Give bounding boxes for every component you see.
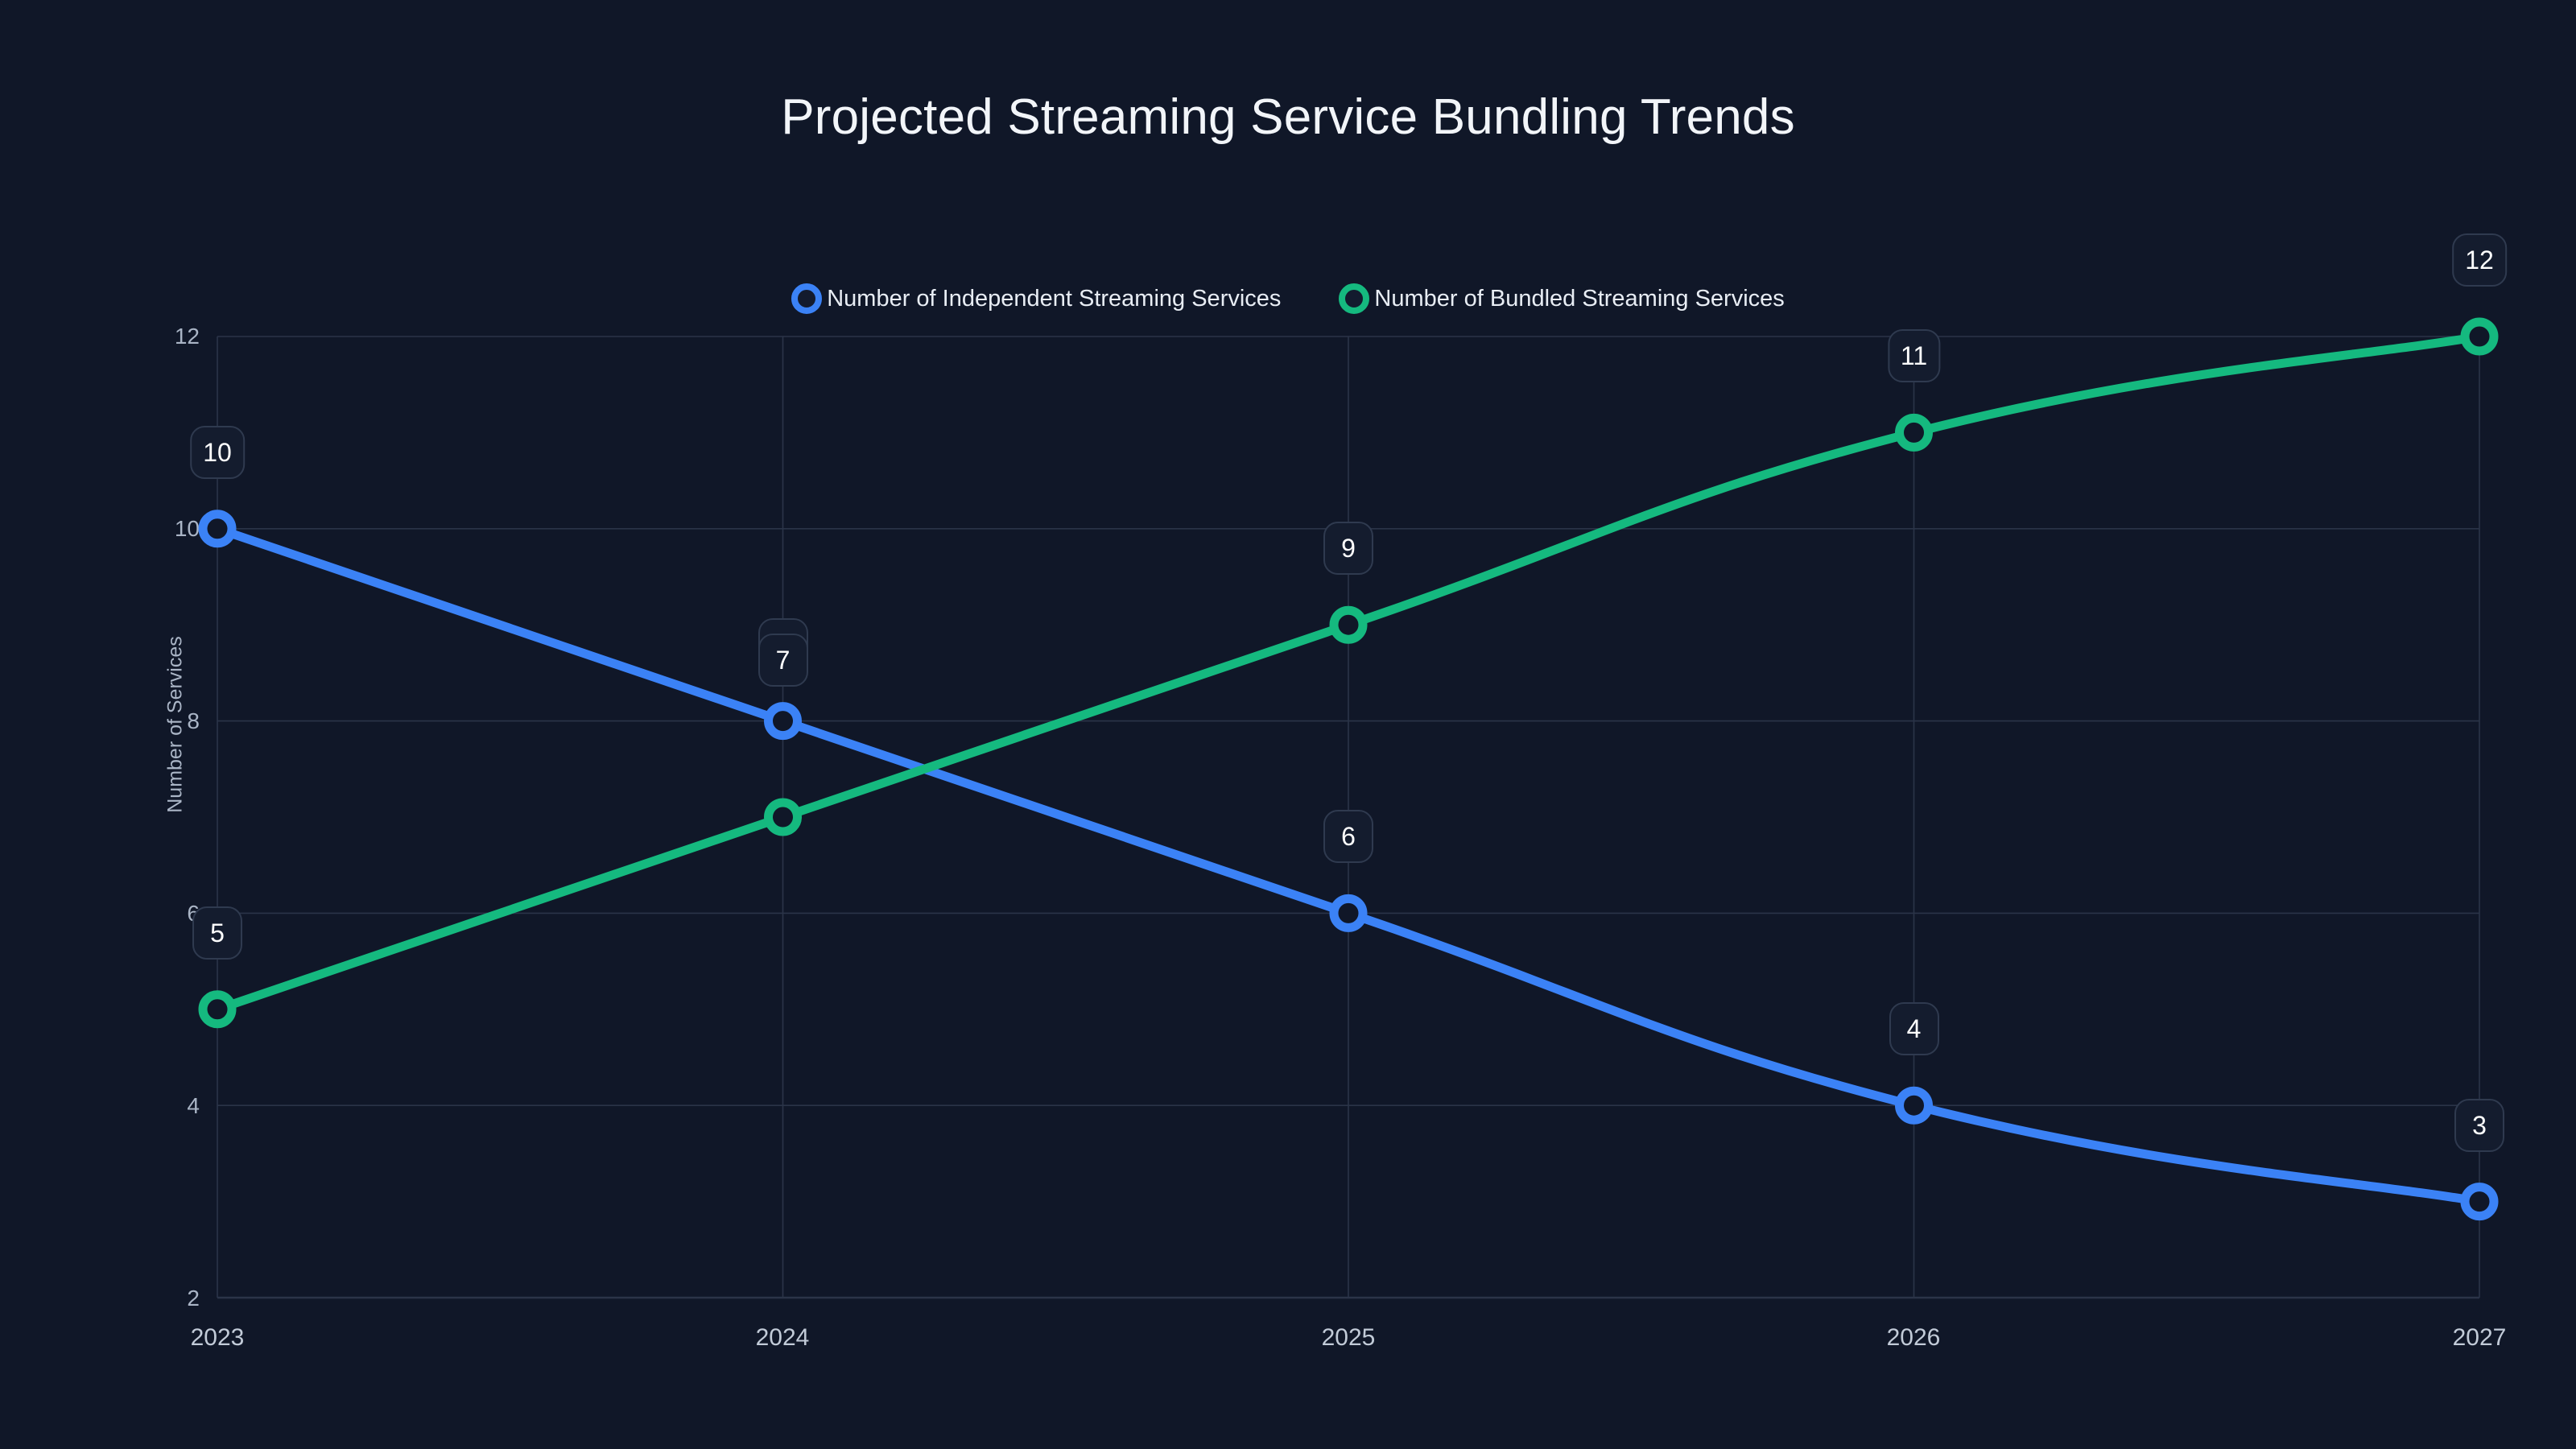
hollow-circle-icon bbox=[791, 283, 823, 314]
y-axis-tick-2: 2 bbox=[187, 1286, 200, 1311]
data-point-marker[interactable] bbox=[2460, 1183, 2499, 1221]
data-point-marker[interactable] bbox=[2460, 317, 2499, 356]
grid-lines bbox=[217, 336, 2480, 1299]
data-point-marker[interactable] bbox=[764, 702, 802, 741]
hollow-circle-icon bbox=[1339, 283, 1370, 314]
data-point-label: 9 bbox=[1323, 522, 1373, 576]
plot-area: 10 8 6 4 3 5 7 9 11 12 bbox=[190, 233, 2507, 1299]
chart-legend: Number of Independent Streaming Services… bbox=[0, 283, 2576, 314]
data-point-marker[interactable] bbox=[198, 990, 237, 1029]
series-markers bbox=[198, 317, 2499, 1221]
legend-item-bundled[interactable]: Number of Bundled Streaming Services bbox=[1339, 283, 1785, 314]
y-axis-tick-6: 6 bbox=[143, 901, 200, 927]
data-point-label: 12 bbox=[2452, 233, 2507, 287]
data-point-label: 11 bbox=[1887, 329, 1941, 383]
legend-label-bundled: Number of Bundled Streaming Services bbox=[1374, 285, 1785, 312]
legend-item-independent[interactable]: Number of Independent Streaming Services bbox=[791, 283, 1281, 314]
x-axis-tick-2026: 2026 bbox=[1886, 1324, 1941, 1351]
x-axis-tick-2027: 2027 bbox=[2452, 1324, 2507, 1351]
data-point-label: 5 bbox=[192, 906, 242, 960]
data-point-label: 10 bbox=[190, 425, 245, 479]
data-point-label: 4 bbox=[1889, 1002, 1939, 1056]
data-point-label: 6 bbox=[1323, 810, 1373, 864]
y-axis-tick-4: 4 bbox=[187, 1093, 200, 1118]
chart-title: Projected Streaming Service Bundling Tre… bbox=[781, 89, 1795, 145]
y-axis-tick-8: 8 bbox=[187, 708, 200, 733]
data-point-label: 3 bbox=[2454, 1098, 2504, 1152]
y-axis-tick-12: 12 bbox=[174, 324, 200, 349]
data-point-label: 7 bbox=[758, 634, 808, 687]
plot-svg bbox=[198, 317, 2499, 1299]
data-point-marker[interactable] bbox=[764, 798, 802, 836]
data-point-marker[interactable] bbox=[198, 510, 237, 548]
x-axis-tick-2024: 2024 bbox=[755, 1324, 810, 1351]
x-axis-tick-2023: 2023 bbox=[190, 1324, 245, 1351]
data-point-marker[interactable] bbox=[1329, 605, 1368, 644]
data-point-marker[interactable] bbox=[1895, 1086, 1933, 1125]
legend-label-independent: Number of Independent Streaming Services bbox=[827, 285, 1282, 312]
y-axis-tick-10: 10 bbox=[174, 516, 200, 541]
x-axis-tick-2025: 2025 bbox=[1321, 1324, 1376, 1351]
data-point-marker[interactable] bbox=[1895, 413, 1933, 452]
data-point-marker[interactable] bbox=[1329, 894, 1368, 932]
